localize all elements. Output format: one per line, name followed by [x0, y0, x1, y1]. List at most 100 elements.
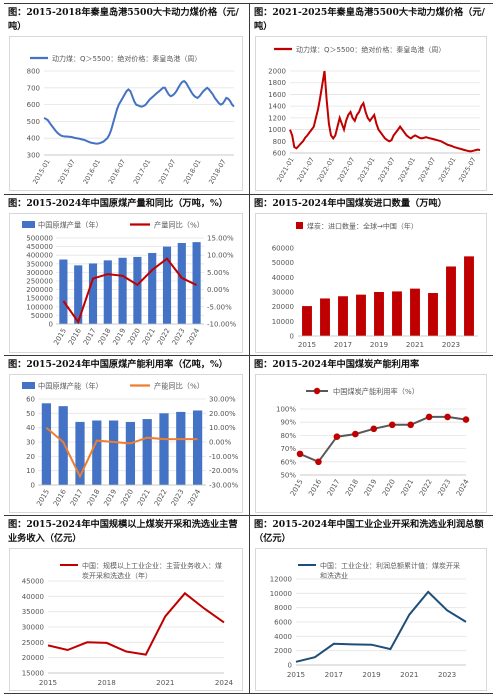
bar: [148, 252, 157, 324]
y-tick-label: 35000: [22, 608, 44, 616]
y-tick-label: 300000: [26, 269, 53, 277]
y-tick-label: 20000: [22, 654, 44, 662]
panel-title: 图：2015-2024年中国工业企业开采和洗选业利润总额（亿元）: [254, 519, 484, 544]
y-tick-label: 100000: [26, 303, 53, 311]
x-tick-label: 2024: [185, 327, 201, 347]
y-tick-label: 30.00%: [209, 396, 236, 404]
y-tick-label: 50: [26, 410, 35, 418]
chart-capacity-utilization: 中国煤炭产能利用率（%）50%60%70%80%90%100%2015 2016 2…: [276, 387, 471, 497]
x-tick-label: 2022-07: [336, 156, 357, 184]
y-tick-label: 250000: [26, 278, 53, 286]
x-tick-label: 2023: [442, 340, 460, 349]
bar: [392, 291, 402, 336]
bar: [320, 298, 330, 336]
data-point: [296, 450, 304, 458]
x-tick-label: 2019: [102, 488, 118, 507]
x-tick-label: 2015-07: [56, 158, 77, 186]
panel-title: 图：2015-2024年中国煤炭产能利用率: [254, 359, 420, 370]
y-tick-label: 0: [49, 321, 53, 329]
x-tick-label: 2021: [136, 488, 152, 507]
y-tick-label: 1200: [268, 114, 286, 122]
chart-frame: 中国原煤产能（年） 产能同比（%） 0 10 20 30 40 50 60 -30.00% -20.…: [9, 374, 243, 513]
row-separator-3: [4, 515, 493, 516]
chart-frame: 中国：规模以上工业企业：主营业务收入：煤 炭开采和洗选业（年） 15000 20000…: [9, 548, 243, 691]
x-tick-label: 2025-01: [437, 156, 458, 184]
x-tick-label: 2022-01: [316, 156, 337, 184]
panel-title: 图：2015-2024年中国原煤产能利用率（亿吨，%）: [8, 359, 228, 370]
x-tick-label: 2024-07: [417, 156, 438, 184]
bar: [159, 413, 169, 485]
y-tick-label: 20: [26, 453, 35, 461]
data-point: [388, 421, 396, 429]
y-tick-label: 40: [26, 424, 35, 432]
bar: [177, 242, 186, 324]
x-tick-label: 2019: [370, 340, 389, 349]
y-tick-label: 400: [27, 135, 40, 143]
y-tick-label: 0: [288, 662, 292, 670]
bar: [118, 257, 127, 324]
y-tick-label: 10000: [272, 318, 294, 326]
panel-qhd-price-2015-2018: 图：2015-2018年秦皇岛港5500大卡动力煤价格（元/吨） 动力煤：Q＞5…: [4, 4, 249, 194]
bar: [192, 410, 203, 485]
x-tick-label: 2017: [69, 488, 85, 507]
y-tick-label: 20.00%: [209, 410, 236, 418]
x-tick-label: 2025-07: [457, 156, 478, 184]
x-tick-label: 2018-01: [182, 158, 203, 186]
y-tick-label: 500: [27, 118, 40, 126]
panel-mining-revenue: 图：2015-2024年中国规模以上煤炭开采和洗选业主营业务收入（亿元） 中国：…: [4, 516, 249, 693]
y-tick-label: 1800: [268, 79, 286, 87]
chart-frame: 动力煤：Q＞5500：绝对价格：秦皇岛港（周） 600 800 1000 1200 140…: [255, 36, 487, 191]
legend-label: 动力煤：Q＞5500：绝对价格：秦皇岛港（周）: [296, 45, 445, 54]
bar: [410, 288, 420, 336]
y-tick-label: 800: [273, 138, 286, 146]
bar: [192, 242, 201, 324]
data-line: [47, 591, 225, 656]
y-tick-label: 800: [27, 68, 40, 76]
x-tick-label: 2016: [67, 327, 83, 347]
y-tick-label: 4000: [274, 633, 292, 641]
x-tick-label: 2019: [362, 670, 381, 679]
chart-frame: 中国原煤产量（年） 产量同比（%） 0 50000 100000 150000 200000…: [9, 213, 243, 353]
y-tick-label: 2000: [268, 68, 286, 76]
x-tick-label: 2022: [156, 327, 172, 346]
x-tick-label: 2016-01: [82, 158, 103, 186]
panel-title: 图：2015-2024年中国煤炭进口数量（万吨）: [254, 198, 447, 209]
x-tick-label: 2017: [326, 478, 342, 497]
bar: [41, 403, 52, 485]
y-tick-label: 150000: [26, 295, 53, 303]
legend-label: 煤炭：进口数量：全球→中国（年）: [307, 222, 418, 231]
y-tick-label: 10.00%: [209, 424, 236, 432]
y-tick-label: 6000: [274, 619, 292, 627]
row-separator-2: [4, 355, 493, 356]
x-tick-label: 2021: [156, 678, 174, 687]
data-point: [333, 433, 341, 441]
y-tick-label: 350000: [26, 260, 53, 268]
legend-label: 动力煤：Q＞5500：绝对价格：秦皇岛港（周）: [52, 54, 201, 63]
panel-title: 图：2015-2024年中国规模以上煤炭开采和洗选业主营业务收入（亿元）: [8, 519, 238, 544]
x-tick-label: 2017-07: [157, 158, 178, 186]
legend-label: 中国煤炭产能利用率（%）: [333, 387, 419, 396]
x-tick-label: 2018: [97, 327, 113, 346]
y-tick-label: 600: [27, 101, 40, 109]
y-tick-label: -5.00%: [207, 303, 232, 311]
bar: [58, 406, 68, 485]
legend-label: 产量同比（%）: [154, 221, 204, 230]
x-tick-label: 2017: [325, 670, 343, 679]
panel-coal-imports: 图：2015-2024年中国煤炭进口数量（万吨） 煤炭：进口数量：全球→中国（年…: [250, 195, 493, 355]
bar: [108, 420, 119, 485]
x-tick-label: 2022: [153, 488, 169, 507]
yoy-line: [45, 426, 198, 479]
legend-label: 中国原煤产量（年）: [38, 221, 103, 230]
x-tick-label: 2022: [418, 478, 434, 497]
x-tick-label: 2018: [86, 488, 102, 507]
panel-mining-profit: 图：2015-2024年中国工业企业开采和洗选业利润总额（亿元） 中国：工业企业…: [250, 516, 493, 693]
x-tick-label: 2021: [400, 478, 416, 497]
x-tick-label: 2021: [406, 340, 424, 349]
bar: [133, 256, 142, 324]
y-tick-label: 90%: [280, 419, 296, 427]
chart-coal-imports: 煤炭：进口数量：全球→中国（年） 0 10000 20000 30000 40000 500…: [272, 222, 478, 349]
price-line: [289, 70, 481, 153]
chart-qhd-price-2021-2025: 动力煤：Q＞5500：绝对价格：秦皇岛港（周） 600 800 1000 1200 140…: [268, 45, 481, 184]
legend-label: 和洗选业: [320, 571, 348, 580]
x-tick-label: 2018-07: [207, 158, 228, 186]
